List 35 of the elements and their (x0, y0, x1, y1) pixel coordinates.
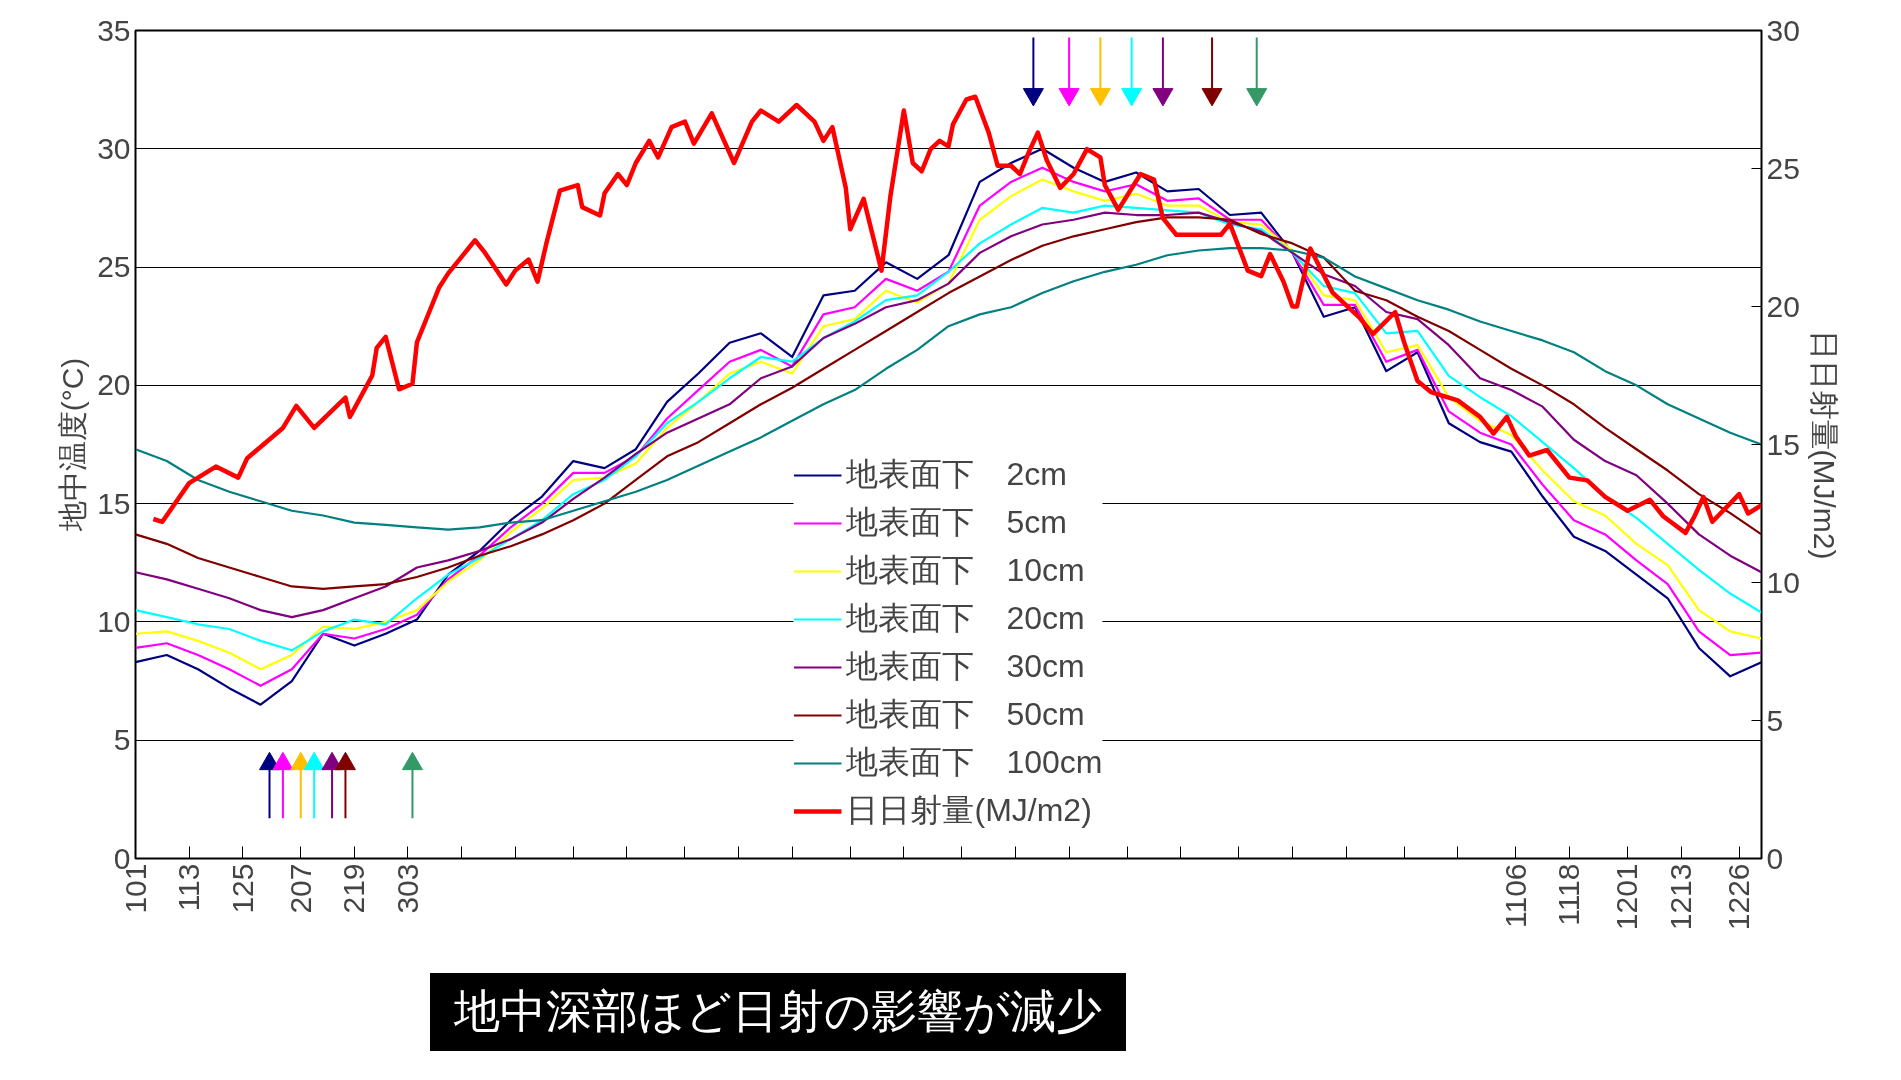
y2-tick-label: 15 (1766, 427, 1800, 461)
y-tick-label: 20 (97, 368, 131, 402)
y2-tick-label: 25 (1766, 151, 1800, 185)
y-tick-label: 10 (97, 604, 131, 638)
legend-label: 地表面下 10cm (846, 551, 1085, 590)
y-tick-label: 30 (97, 131, 131, 165)
x-tick-label: 1201 (1610, 863, 1644, 931)
x-tick-label: 219 (337, 863, 371, 914)
y2-axis-title: 日日射量(MJ/m2) (1807, 329, 1841, 560)
legend-label: 地表面下 2cm (846, 455, 1067, 494)
legend-label: 地表面下 100cm (846, 743, 1103, 782)
x-tick-label: 125 (225, 863, 259, 914)
text: 地中深部ほど日射の影響が減少 (454, 984, 1102, 1039)
y-tick-label: 5 (113, 723, 131, 757)
legend-label: 地表面下 5cm (846, 503, 1067, 542)
x-tick-label: 1226 (1722, 863, 1756, 931)
x-tick-label: 1213 (1664, 863, 1698, 931)
legend-label: 地表面下 50cm (846, 695, 1085, 734)
x-tick-label: 303 (390, 863, 424, 914)
y-tick-label: 35 (97, 13, 131, 47)
y2-tick-label: 30 (1766, 13, 1800, 47)
x-tick-label: 1106 (1498, 863, 1532, 929)
legend-label: 地表面下 20cm (846, 599, 1085, 638)
y2-tick-label: 10 (1766, 565, 1800, 599)
legend-label: 日日射量(MJ/m2) (846, 791, 1092, 830)
x-tick-label: 1118 (1552, 863, 1586, 926)
legend-label: 地表面下 30cm (846, 647, 1085, 686)
x-tick-label: 113 (172, 863, 206, 912)
y2-tick-label: 0 (1766, 841, 1784, 875)
y2-tick-label: 5 (1766, 703, 1784, 737)
y-axis-title: 地中温度(°C) (56, 357, 90, 533)
y-tick-label: 25 (97, 250, 131, 284)
y2-tick-label: 20 (1766, 289, 1800, 323)
y-tick-label: 15 (97, 486, 131, 520)
x-tick-label: 207 (283, 863, 317, 914)
